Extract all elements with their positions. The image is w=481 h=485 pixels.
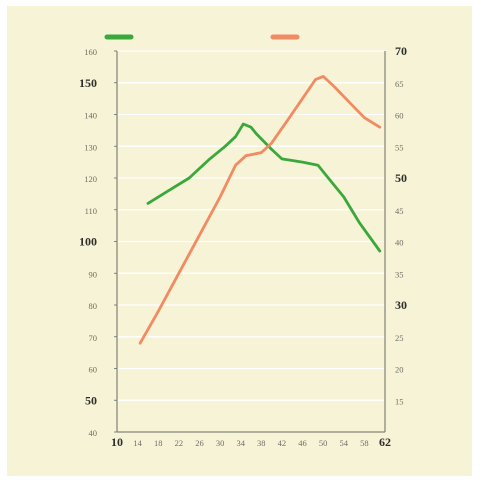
y-right-tick-label: 65 <box>395 79 404 89</box>
y-left-tick-label: 70 <box>89 333 98 343</box>
x-tick-label: 42 <box>278 438 287 448</box>
y-right-tick-label: 25 <box>395 333 404 343</box>
y-right-tick-label: 70 <box>395 44 407 58</box>
x-tick-label: 14 <box>133 438 142 448</box>
y-right-tick-label: 15 <box>395 396 404 406</box>
y-right-tick-label: 60 <box>395 111 404 121</box>
y-left-tick-label: 100 <box>79 235 97 249</box>
tick-labels: 40 50 60 70 80 90 100 110 120 130 140 150 160 15 20 25 3… <box>79 44 407 449</box>
x-tick-label: 34 <box>236 438 245 448</box>
y-right-tick-label: 45 <box>395 206 404 216</box>
y-right-tick-label: 55 <box>395 142 404 152</box>
x-tick-label: 50 <box>319 438 328 448</box>
y-right-tick-label: 50 <box>395 171 407 185</box>
chart-title-bar <box>7 6 472 58</box>
series-line-2 <box>138 75 382 345</box>
y-right-tick-label: 40 <box>395 238 404 248</box>
y-left-tick-label: 40 <box>89 428 98 438</box>
x-tick-label: 38 <box>257 438 266 448</box>
y-left-tick-label: 80 <box>89 301 98 311</box>
y-left-tick-label: 130 <box>84 142 97 152</box>
x-tick-label: 18 <box>154 438 163 448</box>
y-right-tick-label: 30 <box>395 298 407 312</box>
y-left-tick-label: 120 <box>84 174 97 184</box>
x-tick-label: 58 <box>360 438 369 448</box>
y-left-tick-label: 90 <box>89 269 98 279</box>
y-left-tick-label: 50 <box>85 393 97 407</box>
y-left-tick-label: 160 <box>84 47 97 57</box>
x-tick-label: 62 <box>379 435 391 449</box>
y-left-tick-label: 60 <box>89 365 98 375</box>
x-tick-label: 22 <box>175 438 184 448</box>
y-left-tick-label: 140 <box>84 111 97 121</box>
y-left-tick-label: 110 <box>85 206 97 216</box>
x-tick-label: 30 <box>216 438 225 448</box>
gridlines <box>117 50 385 401</box>
series-lines <box>138 75 382 345</box>
y-right-tick-label: 35 <box>395 269 404 279</box>
y-right-tick-label: 20 <box>395 365 404 375</box>
series-line-1 <box>146 122 382 253</box>
x-tick-label: 10 <box>111 435 123 449</box>
y-left-tick-label: 150 <box>79 76 97 90</box>
x-tick-label: 26 <box>195 438 204 448</box>
x-tick-label: 54 <box>340 438 349 448</box>
x-tick-label: 46 <box>298 438 307 448</box>
